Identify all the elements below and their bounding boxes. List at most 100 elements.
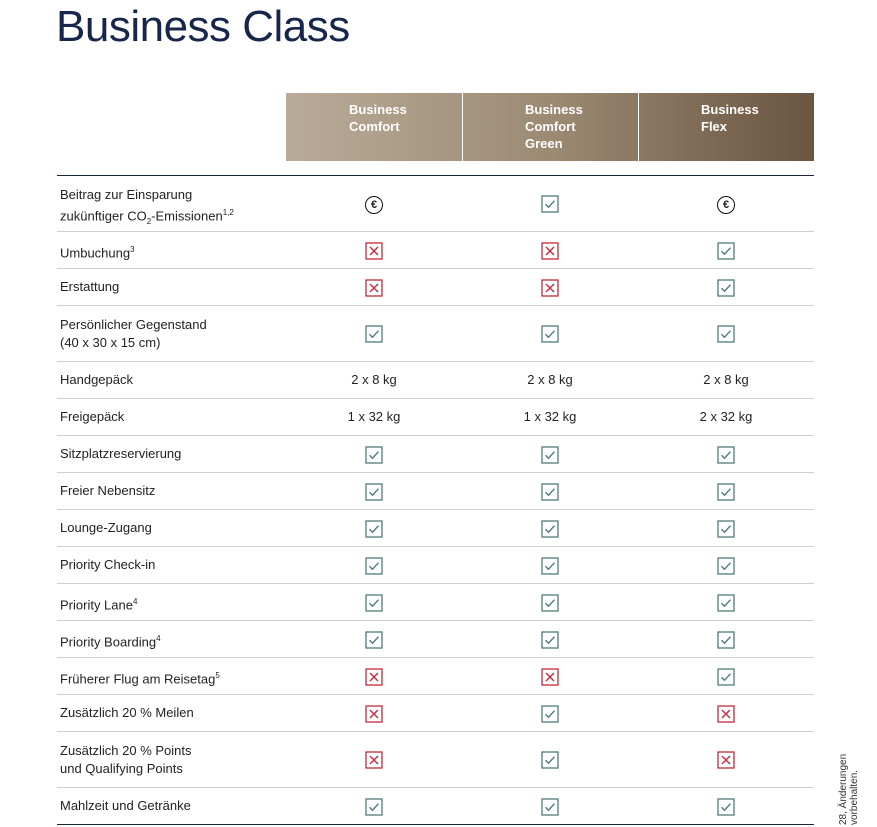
check-icon [717,556,735,575]
footnote: 4 [132,597,138,606]
header-line: Business [701,102,759,117]
column-header: Business Comfort Green [525,101,583,152]
table-row: Umbuchung3 [57,232,814,269]
row-label: Priority Lane4 [60,593,137,614]
table-cell [286,240,462,260]
table-row: Freigepäck 1 x 32 kg 1 x 32 kg 2 x 32 kg [57,399,814,436]
table-cell [638,518,814,538]
check-icon [541,797,559,816]
label-line: Mahlzeit und Getränke [60,797,191,815]
table-cell [462,444,638,464]
side-note: 28, Änderungen vorbehalten. [838,753,860,825]
row-label: Mahlzeit und Getränke [60,797,191,815]
label-text: Umbuchung [60,245,131,261]
table-cell [638,555,814,575]
table-row: Früherer Flug am Reisetag5 [57,658,814,695]
table-cell: 1 x 32 kg [286,407,462,427]
separator [638,93,639,161]
table-cell [462,796,638,816]
label-text: Sitzplatzreservierung [60,446,182,461]
label-line: Handgepäck [60,371,133,389]
cross-icon [717,704,735,723]
separator [462,93,463,161]
cell-text: 2 x 8 kg [703,372,749,387]
table-cell: 2 x 8 kg [286,370,462,390]
table-cell: 2 x 32 kg [638,407,814,427]
label-text: Früherer Flug am Reisetag [60,671,216,687]
label-text: Freigepäck [60,409,125,424]
row-label: Zusätzlich 20 % Meilen [60,704,194,722]
subscript: 2 [146,216,152,226]
check-icon [365,482,383,501]
table-row: Erstattung [57,269,814,306]
check-icon [717,241,735,260]
label-line: Erstattung [60,278,119,296]
label-text: Erstattung [60,279,120,294]
table-cell [462,703,638,723]
table-cell [286,518,462,538]
cross-icon [365,704,383,723]
row-label: Früherer Flug am Reisetag5 [60,667,220,688]
row-label: Zusätzlich 20 % Points und Qualifying Poi… [60,742,192,778]
check-icon [541,751,559,769]
label-line: Beitrag zur Einsparung [60,186,234,204]
header-line: Business [525,102,583,117]
label-line: Zusätzlich 20 % Points [60,742,192,760]
row-label: Handgepäck [60,371,133,389]
label-text: Persönlicher Gegenstand [60,316,207,332]
label-text: Lounge-Zugang [60,520,152,535]
row-label: Sitzplatzreservierung [60,445,181,463]
table-row: Freier Nebensitz [57,473,814,510]
table-cell: 2 x 8 kg [462,370,638,390]
table-row: Lounge-Zugang [57,510,814,547]
table-cell: 1 x 32 kg [462,407,638,427]
label-line: und Qualifying Points [60,760,192,778]
label-line: Priority Lane4 [60,593,137,614]
check-icon [717,667,735,686]
check-icon [717,445,735,464]
label-text: Freier Nebensitz [60,483,156,498]
euro-icon: € [365,195,383,214]
table-cell [462,240,638,260]
cross-icon [541,278,559,297]
table-cell [462,481,638,501]
label-line: Lounge-Zugang [60,519,152,537]
label-text: Priority Check-in [60,557,156,572]
label-text: Priority Boarding [60,634,157,650]
label-text: Mahlzeit und Getränke [60,798,191,813]
table-cell [286,750,462,770]
check-icon [365,593,383,612]
table-row: Priority Lane4 [57,584,814,621]
row-label: Freigepäck [60,408,124,426]
check-icon [541,325,559,343]
table-cell [638,666,814,686]
table-cell: € [286,194,462,214]
check-icon [365,445,383,464]
check-icon [717,482,735,501]
table-cell [638,444,814,464]
table-cell [462,592,638,612]
table-cell [286,592,462,612]
cell-text: 2 x 8 kg [351,372,397,387]
euro-icon: € [717,195,735,214]
check-icon [541,556,559,575]
table-cell [462,555,638,575]
label-text: zukünftiger CO [60,207,147,223]
header-line: Flex [701,119,728,134]
rule [57,175,814,176]
footnote: 3 [130,245,135,254]
check-icon [541,630,559,649]
table-row: Sitzplatzreservierung [57,436,814,473]
table-cell [286,481,462,501]
table-cell [286,324,462,344]
table-cell [638,629,814,649]
label-line: Zusätzlich 20 % Meilen [60,704,194,722]
table-cell [286,666,462,686]
label-text: Priority Lane [60,597,133,613]
check-icon [541,195,559,213]
table-cell [462,194,638,214]
table-cell [462,629,638,649]
table-cell [462,518,638,538]
header-line: Green [525,136,563,151]
row-label: Priority Check-in [60,556,155,574]
